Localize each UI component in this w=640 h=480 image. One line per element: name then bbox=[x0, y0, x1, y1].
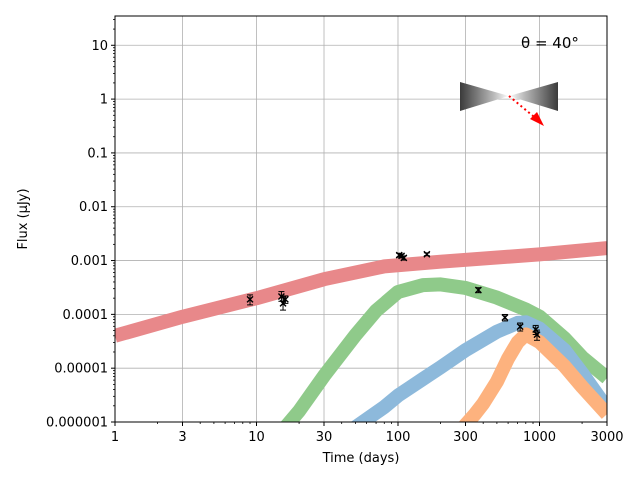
x-marker bbox=[533, 331, 541, 339]
model-curve-4 bbox=[458, 327, 607, 422]
jet-cone-right bbox=[509, 82, 558, 111]
x-tick-label: 30 bbox=[316, 430, 333, 445]
x-marker bbox=[246, 295, 254, 303]
data-point bbox=[516, 322, 524, 332]
data-point bbox=[281, 295, 289, 304]
x-tick-label: 3 bbox=[178, 430, 186, 445]
jet-cone-icon bbox=[460, 82, 558, 126]
model-curve-2 bbox=[280, 277, 607, 422]
data-point bbox=[423, 250, 431, 258]
x-axis-ticks: 1 3 10 30 100 300 1000 3000 bbox=[111, 422, 624, 445]
viewing-angle-annotation: θ = 40° bbox=[521, 34, 579, 52]
plot-frame bbox=[114, 15, 608, 423]
x-tick-label: 100 bbox=[386, 430, 411, 445]
y-tick-label: 0.01 bbox=[79, 200, 108, 215]
y-tick-label: 0.001 bbox=[71, 254, 108, 269]
x-axis-label: Time (days) bbox=[322, 451, 400, 466]
x-tick-label: 1 bbox=[111, 430, 119, 445]
data-point bbox=[533, 329, 541, 341]
line-of-sight bbox=[508, 95, 534, 117]
y-tick-label: 0.0001 bbox=[63, 308, 109, 323]
x-marker bbox=[501, 313, 509, 321]
x-tick-label: 1000 bbox=[523, 430, 556, 445]
y-tick-label: 0.1 bbox=[87, 146, 108, 161]
x-marker bbox=[474, 286, 482, 294]
model-curve-3 bbox=[351, 315, 607, 422]
x-marker bbox=[516, 323, 524, 331]
x-marker bbox=[400, 254, 408, 262]
arrow-head bbox=[530, 112, 544, 126]
y-tick-label: 0.000001 bbox=[46, 416, 108, 431]
y-axis-label: Flux (μJy) bbox=[16, 188, 31, 249]
data-point bbox=[501, 313, 509, 322]
x-marker bbox=[281, 295, 289, 303]
jet-cone-left bbox=[460, 82, 509, 111]
y-tick-label: 1 bbox=[100, 93, 108, 108]
x-tick-label: 10 bbox=[248, 430, 265, 445]
data-point bbox=[474, 286, 482, 294]
x-tick-label: 300 bbox=[453, 430, 478, 445]
data-point bbox=[246, 294, 254, 306]
model-curve-1 bbox=[115, 241, 607, 343]
y-tick-label: 10 bbox=[91, 39, 108, 54]
x-tick-label: 3000 bbox=[590, 430, 623, 445]
x-marker bbox=[423, 250, 431, 258]
observations bbox=[246, 250, 541, 341]
x-marker bbox=[532, 326, 540, 334]
y-tick-label: 0.00001 bbox=[54, 362, 108, 377]
y-axis-ticks: 0.000001 0.00001 0.0001 0.001 0.01 0.1 1 10 bbox=[46, 19, 115, 431]
model-curves bbox=[115, 241, 607, 422]
data-point bbox=[400, 254, 408, 262]
grid-lines bbox=[114, 16, 608, 423]
